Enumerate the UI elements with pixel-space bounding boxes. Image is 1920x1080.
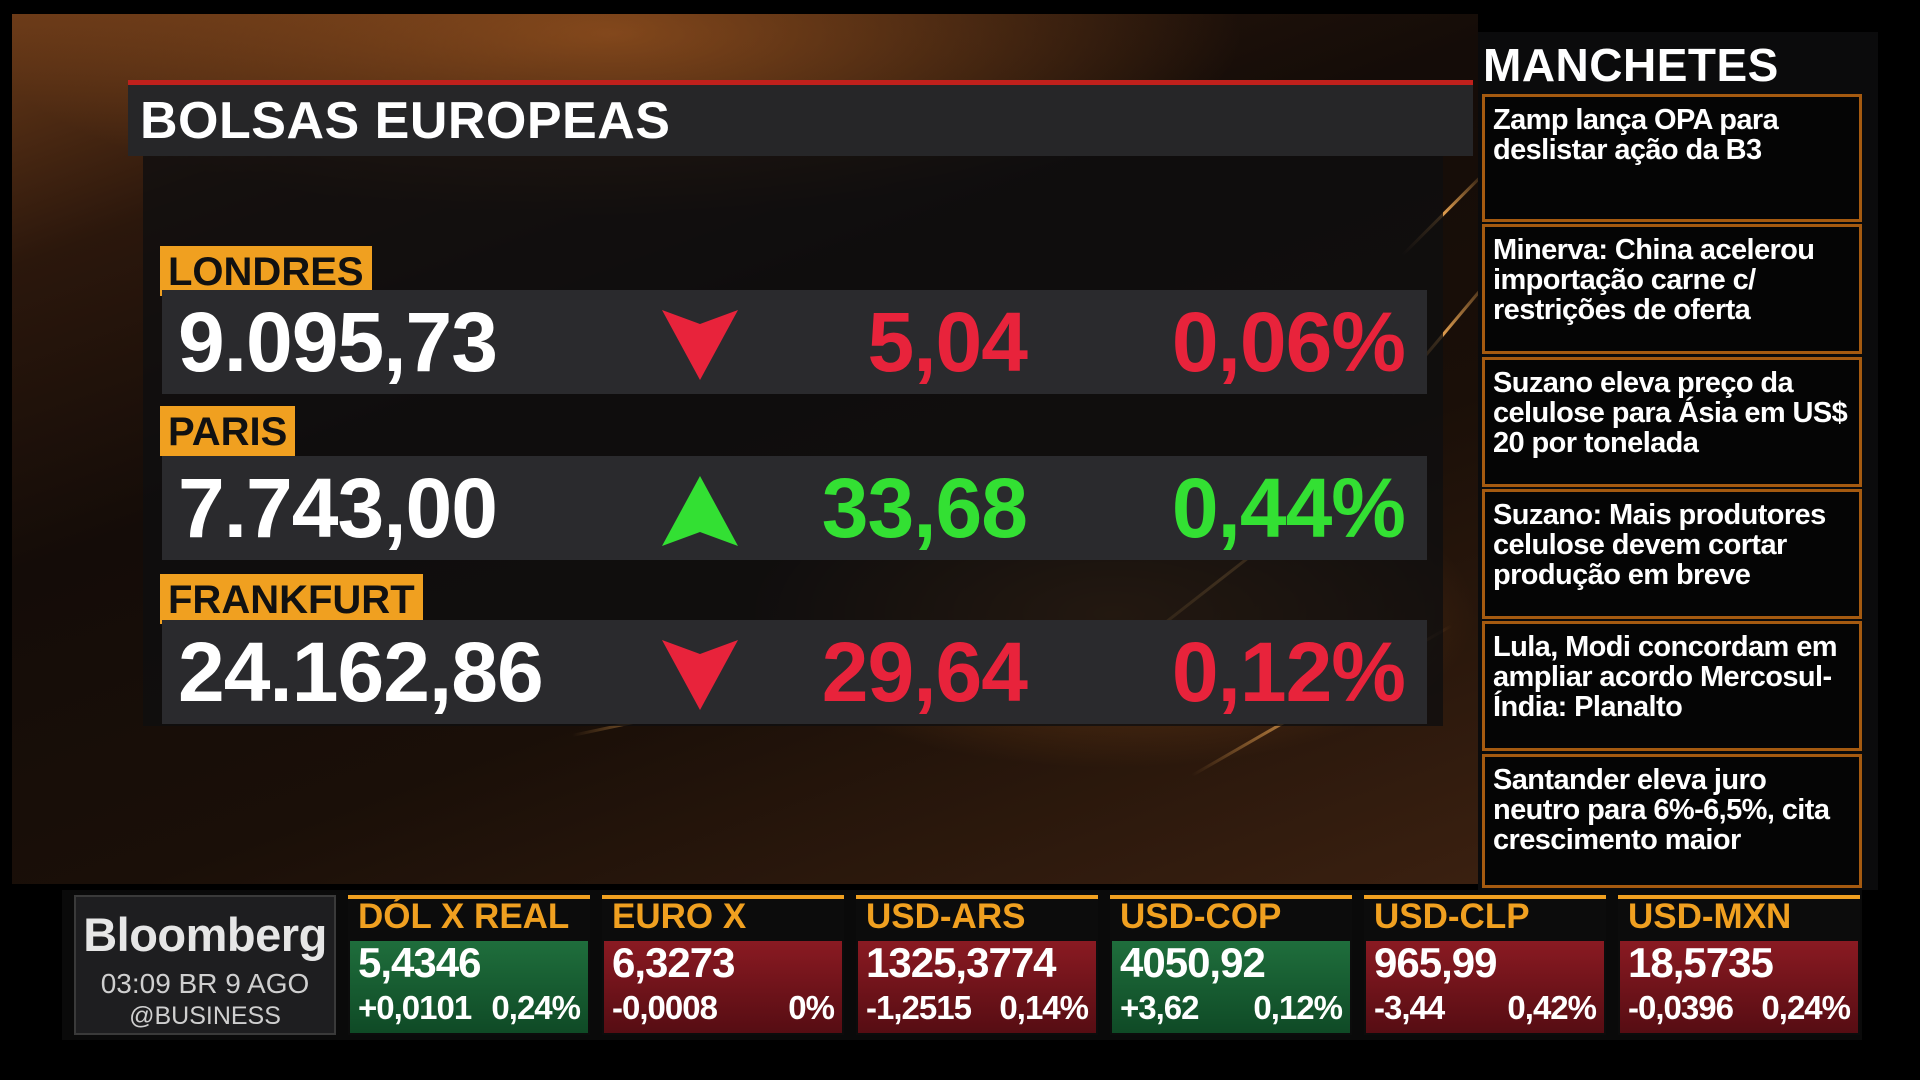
tile-accent-line <box>1110 895 1352 899</box>
ticker-price: 4050,92 <box>1120 939 1266 986</box>
ticker-percent: 0,12% <box>1253 989 1343 1026</box>
ticker-change: -1,2515 <box>866 989 972 1026</box>
city-tag-paris: PARIS <box>160 406 296 456</box>
tile-accent-line <box>602 895 844 899</box>
ticker-tile: USD-CLP 965,99 -3,44 0,42% <box>1364 895 1606 1035</box>
ticker-change: +0,0101 <box>358 989 472 1026</box>
ticker-percent: 0% <box>788 989 835 1026</box>
market-row-paris: 7.743,00 33,68 0,44% <box>162 456 1427 560</box>
index-percent: 0,44% <box>1171 461 1406 555</box>
ticker-change: +3,62 <box>1120 989 1199 1026</box>
ticker-change: -0,0008 <box>612 989 718 1026</box>
ticker-name: USD-COP <box>1120 897 1282 936</box>
headline-item: Suzano: Mais produtores celulose devem c… <box>1482 489 1862 619</box>
tile-accent-line <box>1618 895 1860 899</box>
social-handle: @BUSINESS <box>129 1002 281 1030</box>
up-arrow-icon <box>662 476 738 546</box>
index-percent: 0,12% <box>1171 625 1406 719</box>
ticker-tile: USD-ARS 1325,3774 -1,2515 0,14% <box>856 895 1098 1035</box>
panel-title-bar: BOLSAS EUROPEAS <box>128 80 1473 156</box>
ticker-quote-down: 18,5735 -0,0396 0,24% <box>1620 939 1858 1033</box>
ticker-quote-up: 5,4346 +0,0101 0,24% <box>350 939 588 1033</box>
tile-accent-line <box>348 895 590 899</box>
ticker-price: 1325,3774 <box>866 939 1057 986</box>
ticker-percent: 0,24% <box>491 989 581 1026</box>
ticker-name: USD-ARS <box>866 897 1026 936</box>
down-arrow-icon <box>662 310 738 380</box>
index-value: 7.743,00 <box>178 461 498 555</box>
ticker-percent: 0,24% <box>1761 989 1851 1026</box>
ticker-price: 965,99 <box>1374 939 1497 986</box>
panel-title: BOLSAS EUROPEAS <box>140 92 671 150</box>
ticker-tile: USD-MXN 18,5735 -0,0396 0,24% <box>1618 895 1860 1035</box>
tile-accent-line <box>1364 895 1606 899</box>
index-value: 24.162,86 <box>178 625 544 719</box>
city-tag-london: LONDRES <box>160 246 372 296</box>
index-change: 5,04 <box>867 295 1028 389</box>
tile-accent-line <box>856 895 1098 899</box>
ticker-price: 6,3273 <box>612 939 735 986</box>
headline-item: Lula, Modi concordam em ampliar acordo M… <box>1482 621 1862 751</box>
city-tag-frankfurt: FRANKFURT <box>160 574 423 624</box>
index-value: 9.095,73 <box>178 295 498 389</box>
market-row-london: 9.095,73 5,04 0,06% <box>162 290 1427 394</box>
headlines-title: MANCHETES <box>1483 39 1779 91</box>
ticker-quote-up: 4050,92 +3,62 0,12% <box>1112 939 1350 1033</box>
ticker-tile: DÓL X REAL 5,4346 +0,0101 0,24% <box>348 895 590 1035</box>
down-arrow-icon <box>662 640 738 710</box>
ticker-tile: USD-COP 4050,92 +3,62 0,12% <box>1110 895 1352 1035</box>
ticker-price: 18,5735 <box>1628 939 1774 986</box>
index-percent: 0,06% <box>1171 295 1406 389</box>
ticker-percent: 0,14% <box>999 989 1089 1026</box>
ticker-name: DÓL X REAL <box>358 897 570 936</box>
ticker-quote-down: 1325,3774 -1,2515 0,14% <box>858 939 1096 1033</box>
brand-box: Bloomberg 03:09 BR 9 AGO @BUSINESS <box>74 895 336 1035</box>
headline-item: Santander eleva juro neutro para 6%-6,5%… <box>1482 754 1862 888</box>
index-change: 29,64 <box>821 625 1028 719</box>
ticker-change: -3,44 <box>1374 989 1445 1026</box>
broadcast-time: 03:09 BR 9 AGO <box>100 968 310 999</box>
ticker-tile: EURO X REAL 6,3273 -0,0008 0% <box>602 895 844 1035</box>
bloomberg-logo: Bloomberg <box>83 908 327 961</box>
ticker-name: USD-CLP <box>1374 897 1530 936</box>
market-row-frankfurt: 24.162,86 29,64 0,12% <box>162 620 1427 724</box>
ticker-quote-down: 6,3273 -0,0008 0% <box>604 939 842 1033</box>
headline-item: Suzano eleva preço da celulose para Ásia… <box>1482 357 1862 487</box>
headline-item: Zamp lança OPA para deslistar ação da B3 <box>1482 94 1862 222</box>
ticker-change: -0,0396 <box>1628 989 1734 1026</box>
ticker-name: USD-MXN <box>1628 897 1792 936</box>
index-change: 33,68 <box>821 461 1028 555</box>
ticker-quote-down: 965,99 -3,44 0,42% <box>1366 939 1604 1033</box>
headline-item: Minerva: China acelerou importação carne… <box>1482 224 1862 354</box>
ticker-price: 5,4346 <box>358 939 481 986</box>
ticker-percent: 0,42% <box>1507 989 1597 1026</box>
